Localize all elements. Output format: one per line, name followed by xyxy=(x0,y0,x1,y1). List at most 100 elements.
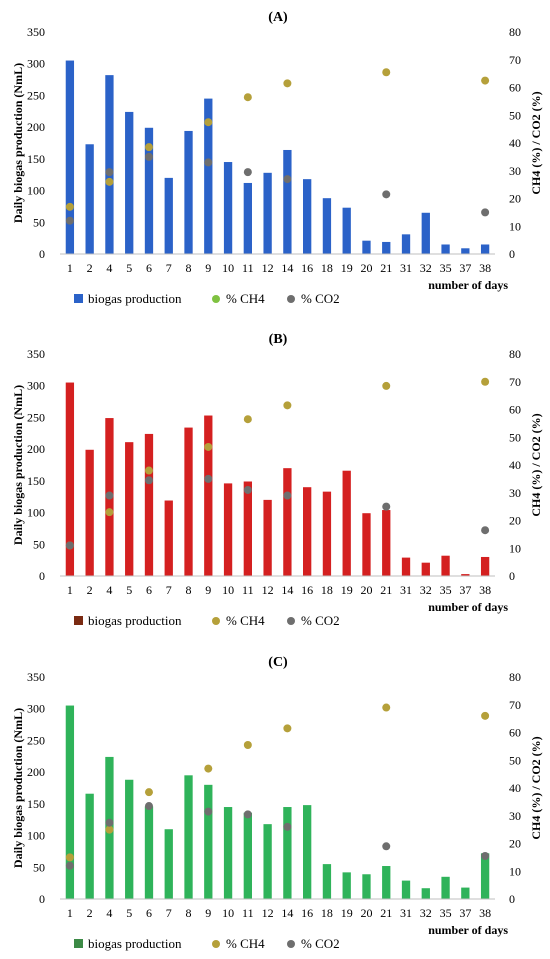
bar-biogas-production xyxy=(65,382,75,576)
legend-swatch-point xyxy=(212,617,220,625)
y2-tick-label: 40 xyxy=(509,781,521,795)
y-tick-label: 200 xyxy=(27,765,45,779)
x-tick-label: 2 xyxy=(87,583,93,597)
y-tick-label: 250 xyxy=(27,88,45,102)
x-tick-label: 6 xyxy=(146,261,152,275)
x-tick-label: 37 xyxy=(459,261,471,275)
legend-swatch-bar xyxy=(74,294,83,303)
bar-biogas-production xyxy=(322,198,332,254)
bar-biogas-production xyxy=(85,449,94,576)
x-tick-label: 20 xyxy=(360,583,372,597)
point-ch4 xyxy=(105,825,114,834)
legend-label: biogas production xyxy=(88,291,182,306)
point-ch4 xyxy=(481,711,490,720)
point-ch4 xyxy=(382,381,391,390)
point-co2 xyxy=(283,491,292,500)
x-tick-label: 9 xyxy=(205,906,211,920)
x-tick-label: 11 xyxy=(242,583,254,597)
point-ch4 xyxy=(144,143,153,152)
bar-biogas-production xyxy=(223,807,233,899)
x-tick-label: 20 xyxy=(360,261,372,275)
bar-biogas-production xyxy=(421,562,430,576)
x-tick-label: 6 xyxy=(146,583,152,597)
bar-biogas-production xyxy=(362,240,371,254)
legend-label: % CH4 xyxy=(226,291,265,306)
legend-swatch-point xyxy=(212,940,220,948)
y-tick-label: 350 xyxy=(27,347,45,361)
bar-biogas-production xyxy=(204,415,213,576)
y2-axis-title: CH4 (%) / CO2 (%) xyxy=(529,413,543,516)
y-tick-label: 150 xyxy=(27,797,45,811)
y-tick-label: 300 xyxy=(27,379,45,393)
x-tick-label: 4 xyxy=(106,583,112,597)
y-tick-label: 350 xyxy=(27,670,45,684)
x-axis-title: number of days xyxy=(428,600,508,614)
legend-label: biogas production xyxy=(88,936,182,951)
y-tick-label: 100 xyxy=(27,829,45,843)
bar-biogas-production xyxy=(164,177,173,254)
point-ch4 xyxy=(382,703,391,712)
y-axis-title: Daily biogas production (NmL) xyxy=(11,708,25,868)
point-co2 xyxy=(204,474,213,483)
bar-biogas-production xyxy=(144,806,154,899)
point-co2 xyxy=(283,175,292,184)
x-tick-label: 11 xyxy=(242,906,254,920)
y-tick-label: 50 xyxy=(33,215,45,229)
y2-tick-label: 60 xyxy=(509,726,521,740)
x-tick-label: 7 xyxy=(166,583,172,597)
bar-biogas-production xyxy=(461,574,470,576)
x-tick-label: 16 xyxy=(301,261,313,275)
x-tick-label: 9 xyxy=(205,261,211,275)
legend-swatch-point xyxy=(212,295,220,303)
y-tick-label: 100 xyxy=(27,184,45,198)
bar-biogas-production xyxy=(303,179,312,254)
bar-biogas-production xyxy=(263,499,272,576)
y-tick-label: 0 xyxy=(39,892,45,906)
x-tick-label: 38 xyxy=(479,261,491,275)
bar-biogas-production xyxy=(322,491,332,576)
y2-tick-label: 60 xyxy=(509,81,521,95)
bar-biogas-production xyxy=(184,775,193,899)
bar-biogas-production xyxy=(243,812,252,899)
bar-biogas-production xyxy=(441,244,450,254)
x-tick-label: 19 xyxy=(341,583,353,597)
x-tick-label: 6 xyxy=(146,906,152,920)
bar-biogas-production xyxy=(342,207,351,254)
point-co2 xyxy=(144,476,153,485)
y2-tick-label: 0 xyxy=(509,569,515,583)
x-tick-label: 32 xyxy=(420,906,432,920)
x-tick-label: 31 xyxy=(400,906,412,920)
x-axis-title: number of days xyxy=(428,923,508,937)
x-tick-label: 38 xyxy=(479,906,491,920)
point-ch4 xyxy=(243,415,252,424)
y-axis-title: Daily biogas production (NmL) xyxy=(11,385,25,545)
bar-biogas-production xyxy=(85,793,94,899)
point-co2 xyxy=(65,861,74,870)
x-tick-label: 16 xyxy=(301,583,313,597)
bar-biogas-production xyxy=(144,433,154,576)
y2-tick-label: 10 xyxy=(509,541,521,555)
y2-tick-label: 20 xyxy=(509,192,521,206)
bar-biogas-production xyxy=(283,468,292,576)
bar-biogas-production xyxy=(164,500,173,576)
bar-biogas-production xyxy=(401,234,411,254)
y2-tick-label: 40 xyxy=(509,136,521,150)
y2-tick-label: 10 xyxy=(509,219,521,233)
legend-label: % CO2 xyxy=(301,291,340,306)
x-tick-label: 1 xyxy=(67,906,73,920)
bar-biogas-production xyxy=(480,244,490,254)
point-co2 xyxy=(65,216,74,225)
x-tick-label: 19 xyxy=(341,261,353,275)
legend-swatch-point xyxy=(287,940,295,948)
bar-biogas-production xyxy=(382,866,391,899)
point-ch4 xyxy=(481,76,490,85)
y-tick-label: 50 xyxy=(33,860,45,874)
point-co2 xyxy=(105,491,114,500)
x-tick-label: 11 xyxy=(242,261,254,275)
y-tick-label: 0 xyxy=(39,569,45,583)
point-ch4 xyxy=(144,788,153,797)
bar-biogas-production xyxy=(243,182,252,254)
y2-tick-label: 70 xyxy=(509,698,521,712)
x-tick-label: 21 xyxy=(380,906,392,920)
